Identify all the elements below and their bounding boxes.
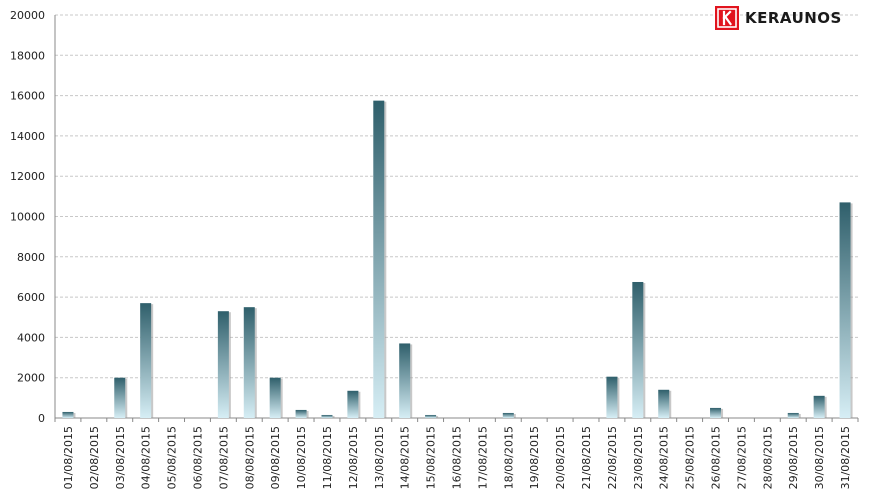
bar-30/08/2015 (813, 395, 825, 418)
x-tick-label: 12/08/2015 (347, 426, 360, 489)
bar-18/08/2015 (502, 412, 514, 418)
bar-14/08/2015 (399, 343, 411, 418)
bar-12/08/2015 (347, 390, 359, 418)
x-tick-label: 19/08/2015 (528, 426, 541, 489)
x-tick-label: 06/08/2015 (191, 426, 204, 489)
bar-23/08/2015 (632, 281, 644, 418)
bar-03/08/2015 (114, 377, 126, 418)
bar-24/08/2015 (658, 389, 670, 418)
bar-31/08/2015 (839, 202, 851, 418)
x-tick-label: 17/08/2015 (476, 426, 489, 489)
bar-01/08/2015 (62, 411, 74, 418)
bar-11/08/2015 (321, 414, 333, 418)
bar-07/08/2015 (217, 311, 229, 418)
axes (54, 15, 859, 422)
x-tick-label: 24/08/2015 (658, 426, 671, 489)
y-tick-label: 12000 (10, 170, 45, 183)
bar-10/08/2015 (295, 409, 307, 418)
x-tick-label: 16/08/2015 (451, 426, 464, 489)
x-tick-label: 01/08/2015 (62, 426, 75, 489)
y-tick-label: 8000 (17, 251, 45, 264)
x-tick-label: 26/08/2015 (710, 426, 723, 489)
x-tick-label: 21/08/2015 (580, 426, 593, 489)
y-tick-label: 4000 (17, 331, 45, 344)
x-tick-label: 11/08/2015 (321, 426, 334, 489)
x-tick-label: 29/08/2015 (787, 426, 800, 489)
x-tick-label: 23/08/2015 (632, 426, 645, 489)
x-tick-label: 25/08/2015 (684, 426, 697, 489)
x-tick-label: 04/08/2015 (140, 426, 153, 489)
bar-22/08/2015 (606, 376, 618, 418)
bar-04/08/2015 (140, 303, 152, 418)
x-tick-label: 18/08/2015 (502, 426, 515, 489)
y-tick-label: 6000 (17, 291, 45, 304)
x-tick-label: 09/08/2015 (269, 426, 282, 489)
bar-15/08/2015 (425, 414, 437, 418)
x-tick-label: 05/08/2015 (166, 426, 179, 489)
x-tick-labels: 01/08/2015 02/08/2015 03/08/2015 04/08/2015… (62, 426, 852, 489)
keraunos-logo-icon (715, 6, 739, 30)
y-tick-label: 20000 (10, 9, 45, 22)
brand-logo: KERAUNOS (715, 5, 842, 31)
y-tick-label: 18000 (10, 49, 45, 62)
y-tick-label: 10000 (10, 211, 45, 224)
x-tick-label: 27/08/2015 (735, 426, 748, 489)
x-tick-label: 03/08/2015 (114, 426, 127, 489)
x-tick-label: 15/08/2015 (425, 426, 438, 489)
x-tick-label: 13/08/2015 (373, 426, 386, 489)
y-tick-label: 14000 (10, 130, 45, 143)
y-tick-label: 0 (38, 412, 45, 425)
x-tick-label: 31/08/2015 (839, 426, 852, 489)
bar-29/08/2015 (787, 412, 799, 418)
bar-13/08/2015 (373, 100, 385, 418)
bar-09/08/2015 (269, 377, 281, 418)
bar-26/08/2015 (710, 407, 722, 418)
x-tick-label: 20/08/2015 (554, 426, 567, 489)
x-tick-label: 02/08/2015 (88, 426, 101, 489)
y-tick-labels: 0 2000 4000 6000 8000 10000 12000 14000 16000 180… (10, 9, 45, 425)
x-tick-label: 22/08/2015 (606, 426, 619, 489)
x-tick-label: 10/08/2015 (295, 426, 308, 489)
y-tick-label: 2000 (17, 372, 45, 385)
bar-08/08/2015 (243, 307, 255, 418)
x-tick-label: 28/08/2015 (761, 426, 774, 489)
x-tick-label: 14/08/2015 (399, 426, 412, 489)
x-tick-label: 07/08/2015 (217, 426, 230, 489)
x-tick-label: 08/08/2015 (243, 426, 256, 489)
y-tick-label: 16000 (10, 90, 45, 103)
gridlines (55, 14, 858, 379)
x-tick-label: 30/08/2015 (813, 426, 826, 489)
bars (62, 100, 853, 418)
brand-name: KERAUNOS (745, 9, 842, 27)
